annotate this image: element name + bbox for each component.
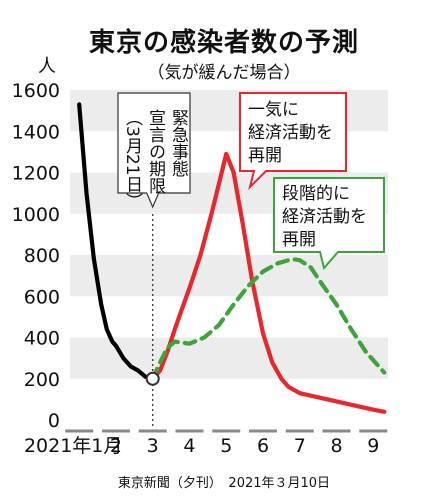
x-tick-label: 7	[294, 435, 306, 457]
emergency-callout-text: （3月21日）	[122, 109, 143, 209]
y-tick-label: 800	[24, 245, 60, 267]
y-tick-label: 1400	[12, 121, 60, 143]
x-tick-label: 3	[147, 435, 159, 457]
current-point-marker	[145, 371, 160, 386]
emergency-callout-text: 宣言の期限	[145, 109, 166, 194]
x-tick-label: 2021年1月	[24, 435, 122, 457]
emergency-callout-text: 緊急事態	[168, 109, 189, 177]
emergency-callout-box	[117, 92, 191, 209]
x-tick-label: 8	[330, 435, 342, 457]
y-tick-label: 1000	[12, 204, 60, 226]
full-reopen-callout-text: 一気に	[248, 100, 299, 120]
phased-reopen-callout-text: 経済活動を	[282, 207, 367, 227]
y-tick-label: 200	[24, 369, 60, 391]
y-tick-label: 1600	[12, 80, 60, 102]
x-tick-label: 9	[367, 435, 379, 457]
y-tick-label: 0	[48, 410, 60, 432]
phased-reopen-callout-box	[273, 177, 385, 271]
grid-band	[70, 337, 388, 379]
source-credit: 東京新聞（夕刊） 2021年３月10日	[117, 476, 331, 491]
x-tick-label: 4	[183, 435, 195, 457]
phased-reopen-callout-text: 段階的に	[282, 184, 350, 204]
y-tick-label: 400	[24, 328, 60, 350]
x-tick-label: 2	[110, 435, 122, 457]
grid-band	[70, 255, 388, 297]
full-reopen-callout-text: 再開	[248, 146, 282, 166]
series-line-0	[77, 102, 155, 381]
y-axis-unit: 人	[38, 56, 56, 77]
phased-reopen-callout-text: 再開	[282, 230, 316, 250]
x-tick-label: 5	[220, 435, 232, 457]
chart-subtitle: （気が緩んだ場合）	[147, 63, 301, 83]
chart-title: 東京の感染者数の予測	[88, 28, 359, 58]
y-tick-label: 1200	[12, 163, 60, 185]
full-reopen-callout-text: 経済活動を	[248, 123, 333, 143]
series-line-1	[150, 151, 387, 414]
series-line-2	[150, 257, 387, 381]
x-tick-label: 6	[257, 435, 269, 457]
y-tick-label: 600	[24, 286, 60, 308]
full-reopen-callout-box	[239, 92, 347, 191]
